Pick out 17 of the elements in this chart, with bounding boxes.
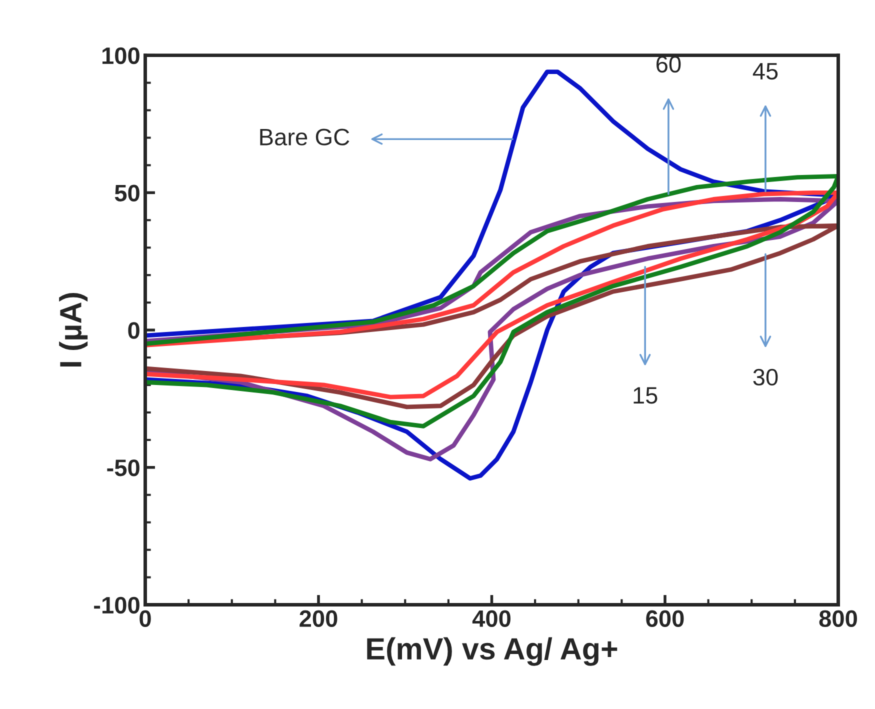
y-axis-title: I (µA) bbox=[59, 293, 88, 366]
annotation: Bare GC bbox=[260, 128, 350, 146]
x-tick-label: 400 bbox=[472, 610, 510, 627]
y-tick-label: 50 bbox=[114, 184, 140, 202]
y-tick-label: 0 bbox=[128, 322, 140, 339]
x-tick-label: 600 bbox=[646, 610, 684, 627]
annotation: 15 bbox=[634, 387, 658, 404]
line-series bbox=[145, 174, 838, 428]
annotation: 30 bbox=[753, 368, 778, 386]
x-axis-title: E(mV) vs Ag/ Ag+ bbox=[367, 637, 618, 666]
y-tick-label: -100 bbox=[94, 596, 140, 614]
x-tick-label: 0 bbox=[140, 610, 151, 627]
y-tick-label: -50 bbox=[107, 459, 140, 476]
y-tick-label: 100 bbox=[102, 47, 140, 64]
x-tick-label: 800 bbox=[819, 610, 857, 627]
annotation: 45 bbox=[752, 63, 778, 80]
x-tick-label: 200 bbox=[300, 610, 338, 627]
